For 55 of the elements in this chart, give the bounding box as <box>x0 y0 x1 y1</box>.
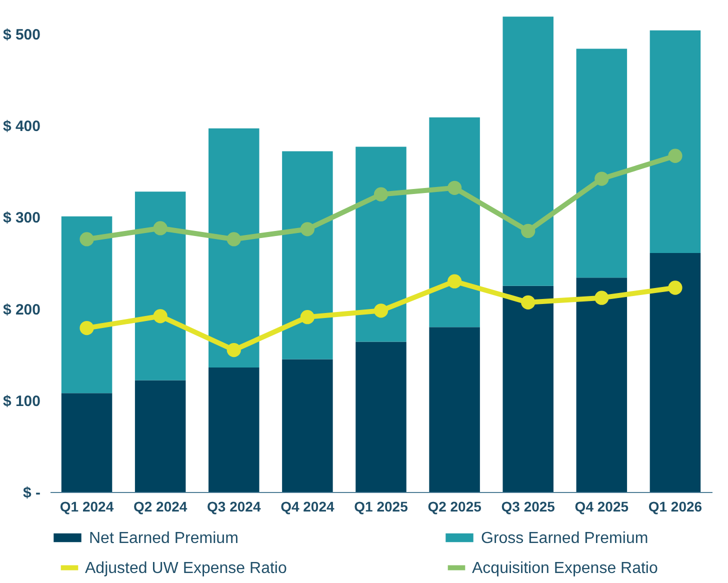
bar <box>134 380 186 492</box>
point <box>668 148 682 163</box>
point <box>374 187 388 202</box>
bar <box>134 192 186 380</box>
bar <box>61 216 112 394</box>
x-tick-label: Q4 2024 <box>280 498 335 514</box>
bar <box>429 327 480 492</box>
bar <box>502 286 554 492</box>
y-tick-label: $ 100 <box>2 392 40 410</box>
x-tick-label: Q2 2025 <box>428 498 482 514</box>
point <box>226 342 241 358</box>
bar <box>429 117 480 328</box>
y-tick-label: $ 400 <box>2 118 40 136</box>
y-tick-label: $ 200 <box>2 301 40 318</box>
legend-label: Acquisition Expense Ratio <box>472 560 658 577</box>
x-tick-label: Q4 2025 <box>574 498 629 514</box>
y-tick-label: $ - <box>22 484 40 502</box>
x-tick-label: Q1 2026 <box>648 498 702 514</box>
x-tick-label: Q2 2024 <box>133 498 188 514</box>
point <box>300 222 315 236</box>
point <box>521 295 536 310</box>
point <box>153 221 168 236</box>
point <box>153 309 168 324</box>
point <box>80 232 94 246</box>
bar <box>576 48 628 278</box>
point <box>374 304 388 318</box>
x-tick-label: Q3 2025 <box>501 498 556 514</box>
bar <box>61 393 112 492</box>
bar <box>356 342 406 492</box>
bar <box>650 30 701 253</box>
y-tick-label: $ 500 <box>2 26 40 44</box>
x-tick-label: Q3 2024 <box>207 498 261 514</box>
point <box>594 172 609 186</box>
legend-label: Adjusted UW Expense Ratio <box>85 560 287 577</box>
x-tick-label: Q1 2025 <box>354 498 408 514</box>
bar <box>282 359 333 492</box>
bar <box>356 146 406 342</box>
point <box>521 224 536 238</box>
legend-label: Net Earned Premium <box>89 530 238 547</box>
bar <box>502 16 554 286</box>
point <box>447 274 462 288</box>
point <box>300 310 315 324</box>
point <box>226 232 241 246</box>
bar <box>650 252 701 492</box>
point <box>668 280 682 295</box>
point <box>447 180 462 195</box>
bar <box>208 128 260 368</box>
point <box>80 321 94 336</box>
bar <box>208 367 260 492</box>
point <box>594 290 609 305</box>
legend-label: Gross Earned Premium <box>481 530 648 547</box>
y-tick-label: $ 300 <box>2 210 40 227</box>
bar <box>576 278 628 492</box>
x-tick-label: Q1 2024 <box>60 498 114 514</box>
bar <box>282 151 333 360</box>
